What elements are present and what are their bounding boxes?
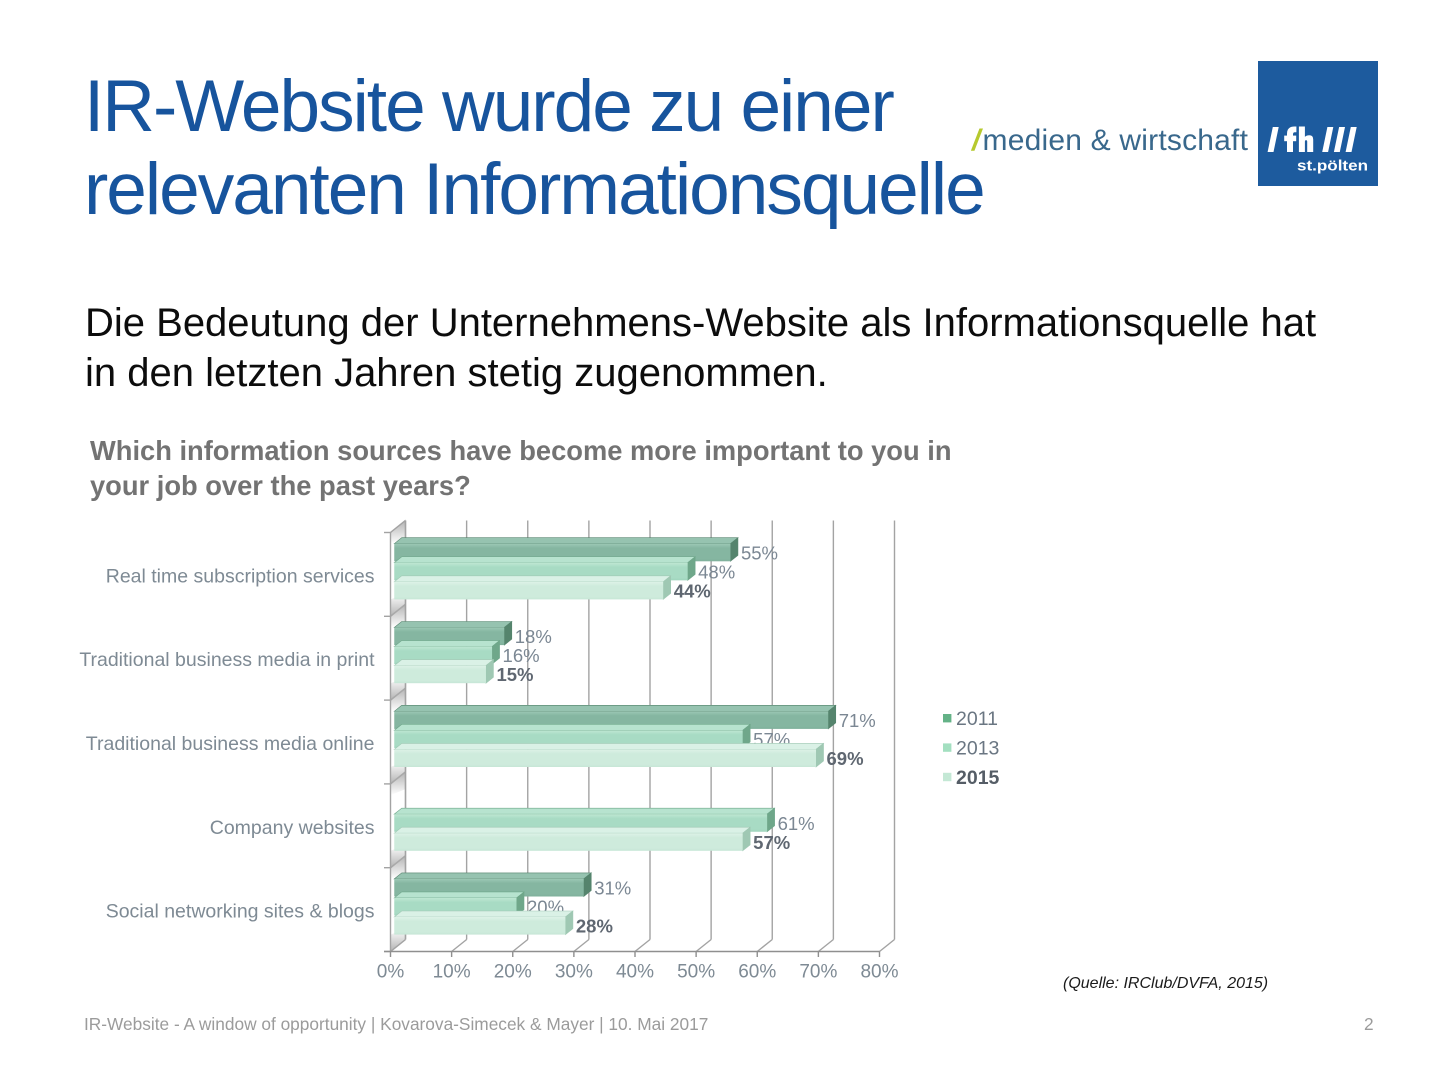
svg-text:Traditional business media in: Traditional business media in print: [79, 649, 375, 671]
svg-text:Traditional business media onl: Traditional business media online: [86, 733, 375, 755]
svg-text:16%: 16%: [503, 645, 540, 666]
svg-text:48%: 48%: [698, 561, 735, 582]
svg-text:20%: 20%: [494, 962, 532, 983]
svg-text:57%: 57%: [753, 832, 790, 853]
svg-text:10%: 10%: [433, 962, 471, 983]
svg-text:40%: 40%: [616, 962, 654, 983]
svg-text:15%: 15%: [496, 664, 533, 685]
svg-text:st.pölten: st.pölten: [1297, 158, 1368, 174]
svg-text:2013: 2013: [956, 738, 999, 760]
svg-text:55%: 55%: [741, 542, 778, 563]
svg-text:28%: 28%: [576, 916, 613, 937]
svg-text:44%: 44%: [674, 580, 711, 601]
svg-text:69%: 69%: [827, 748, 864, 769]
svg-text:70%: 70%: [799, 962, 837, 983]
svg-text:Real time subscription service: Real time subscription services: [106, 565, 375, 587]
svg-text:2015: 2015: [956, 767, 1000, 789]
svg-text:18%: 18%: [515, 626, 552, 647]
svg-text:80%: 80%: [860, 962, 898, 983]
svg-text:0%: 0%: [377, 962, 405, 983]
svg-text:Company websites: Company websites: [210, 817, 375, 839]
svg-text:71%: 71%: [839, 710, 876, 731]
svg-text:60%: 60%: [738, 962, 776, 983]
svg-text:2011: 2011: [956, 708, 998, 730]
svg-text:50%: 50%: [677, 962, 715, 983]
svg-text:61%: 61%: [778, 813, 815, 834]
svg-text:30%: 30%: [555, 962, 593, 983]
svg-text:31%: 31%: [594, 878, 631, 899]
svg-text:Social networking sites & blog: Social networking sites & blogs: [106, 901, 375, 923]
